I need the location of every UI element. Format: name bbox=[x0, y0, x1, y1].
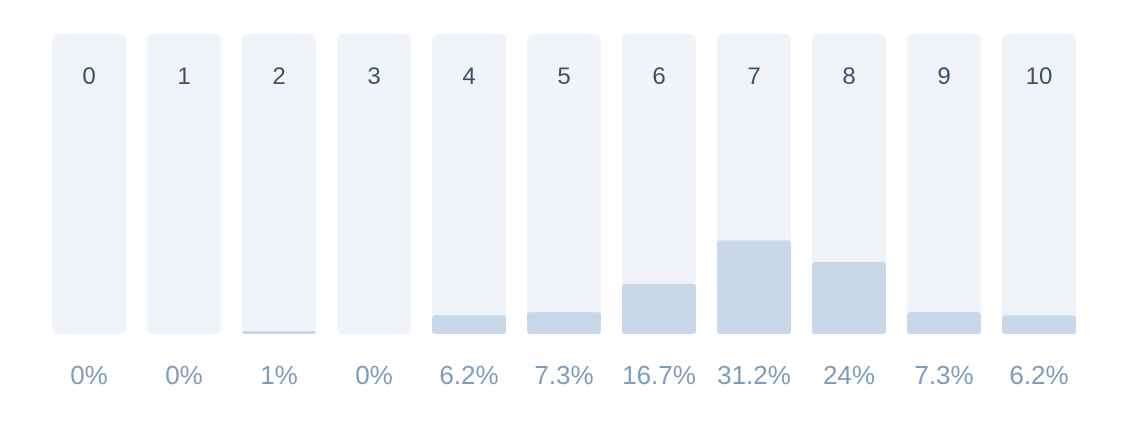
bar bbox=[432, 315, 506, 334]
category-label: 4 bbox=[462, 63, 475, 90]
bars-group: 0 0% 1 0% 2 1% 3 0% 4 6.2% 5 7.3% 6 16.7% 7 31.2% 8 24% 9 7… bbox=[52, 34, 1076, 390]
bar-column-2: 2 1% bbox=[242, 34, 316, 390]
bar-track bbox=[622, 34, 696, 334]
bar-track bbox=[52, 34, 126, 334]
bar-column-5: 5 7.3% bbox=[527, 34, 601, 390]
bar-column-0: 0 0% bbox=[52, 34, 126, 390]
bar bbox=[812, 262, 886, 334]
value-label: 7.3% bbox=[914, 360, 973, 390]
bar bbox=[1002, 315, 1076, 334]
bar-column-7: 7 31.2% bbox=[717, 34, 791, 390]
category-label: 10 bbox=[1026, 63, 1053, 90]
bar bbox=[527, 312, 601, 334]
value-label: 6.2% bbox=[1009, 360, 1068, 390]
value-label: 24% bbox=[823, 360, 875, 390]
value-label: 7.3% bbox=[534, 360, 593, 390]
bar-track bbox=[432, 34, 506, 334]
bar-track bbox=[527, 34, 601, 334]
bar-track bbox=[907, 34, 981, 334]
bar bbox=[717, 240, 791, 334]
bar-column-6: 6 16.7% bbox=[622, 34, 696, 390]
bar-column-9: 9 7.3% bbox=[907, 34, 981, 390]
category-label: 0 bbox=[82, 63, 95, 90]
value-label: 31.2% bbox=[717, 360, 791, 390]
value-label: 0% bbox=[165, 360, 203, 390]
bar bbox=[622, 283, 696, 334]
bar-column-8: 8 24% bbox=[812, 34, 886, 390]
bar-track bbox=[337, 34, 411, 334]
category-label: 8 bbox=[842, 63, 855, 90]
value-label: 6.2% bbox=[439, 360, 498, 390]
value-label: 0% bbox=[355, 360, 393, 390]
bar-track bbox=[1002, 34, 1076, 334]
category-label: 2 bbox=[272, 63, 285, 90]
category-label: 9 bbox=[937, 63, 950, 90]
category-label: 3 bbox=[367, 63, 380, 90]
bar-track bbox=[242, 34, 316, 334]
bar bbox=[242, 331, 316, 334]
category-label: 5 bbox=[557, 63, 570, 90]
category-label: 7 bbox=[747, 63, 760, 90]
value-label: 16.7% bbox=[622, 360, 696, 390]
bar-track bbox=[147, 34, 221, 334]
category-label: 6 bbox=[652, 63, 665, 90]
bar-column-3: 3 0% bbox=[337, 34, 411, 390]
bar-column-1: 1 0% bbox=[147, 34, 221, 390]
value-label: 1% bbox=[260, 360, 298, 390]
value-label: 0% bbox=[70, 360, 108, 390]
category-label: 1 bbox=[177, 63, 190, 90]
bar bbox=[907, 312, 981, 334]
bar-column-10: 10 6.2% bbox=[1002, 34, 1076, 390]
bar-track bbox=[812, 34, 886, 334]
bar-column-4: 4 6.2% bbox=[432, 34, 506, 390]
